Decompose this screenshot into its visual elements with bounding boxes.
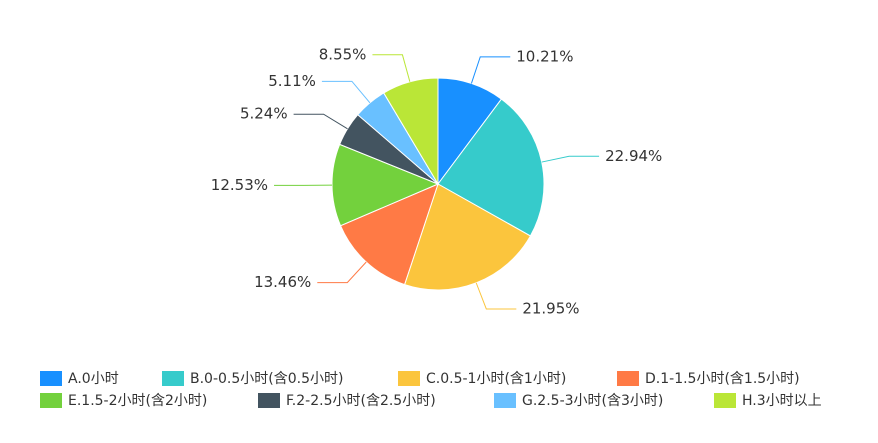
data-label: 21.95% [522,299,579,317]
legend-label[interactable]: D.1-1.5小时(含1.5小时) [645,371,800,387]
leader-line [372,55,409,82]
leader-line [322,81,370,102]
legend-swatch[interactable] [617,371,639,386]
leader-line [476,283,516,309]
data-label: 12.53% [211,176,268,194]
legend-swatch[interactable] [258,393,280,408]
leader-line [294,114,348,129]
legend-label[interactable]: H.3小时以上 [742,393,822,409]
legend-swatch[interactable] [162,371,184,386]
legend-label[interactable]: F.2-2.5小时(含2.5小时) [286,393,436,409]
legend-swatch[interactable] [398,371,420,386]
data-label: 5.11% [268,72,316,90]
leader-line [317,262,366,283]
legend-label[interactable]: G.2.5-3小时(含3小时) [522,393,663,409]
data-label: 8.55% [319,45,367,63]
legend-swatch[interactable] [494,393,516,408]
data-label: 22.94% [605,147,662,165]
data-label: 10.21% [516,47,573,65]
data-label: 5.24% [240,105,288,123]
legend-label[interactable]: A.0小时 [68,371,119,387]
legend-label[interactable]: C.0.5-1小时(含1小时) [426,371,566,387]
legend-swatch[interactable] [714,393,736,408]
leader-line [471,57,510,84]
data-label: 13.46% [254,273,311,291]
legend-swatch[interactable] [40,371,62,386]
legend-label[interactable]: E.1.5-2小时(含2小时) [68,393,207,409]
leader-line [542,156,599,162]
legend-swatch[interactable] [40,393,62,408]
legend-label[interactable]: B.0-0.5小时(含0.5小时) [190,371,343,387]
